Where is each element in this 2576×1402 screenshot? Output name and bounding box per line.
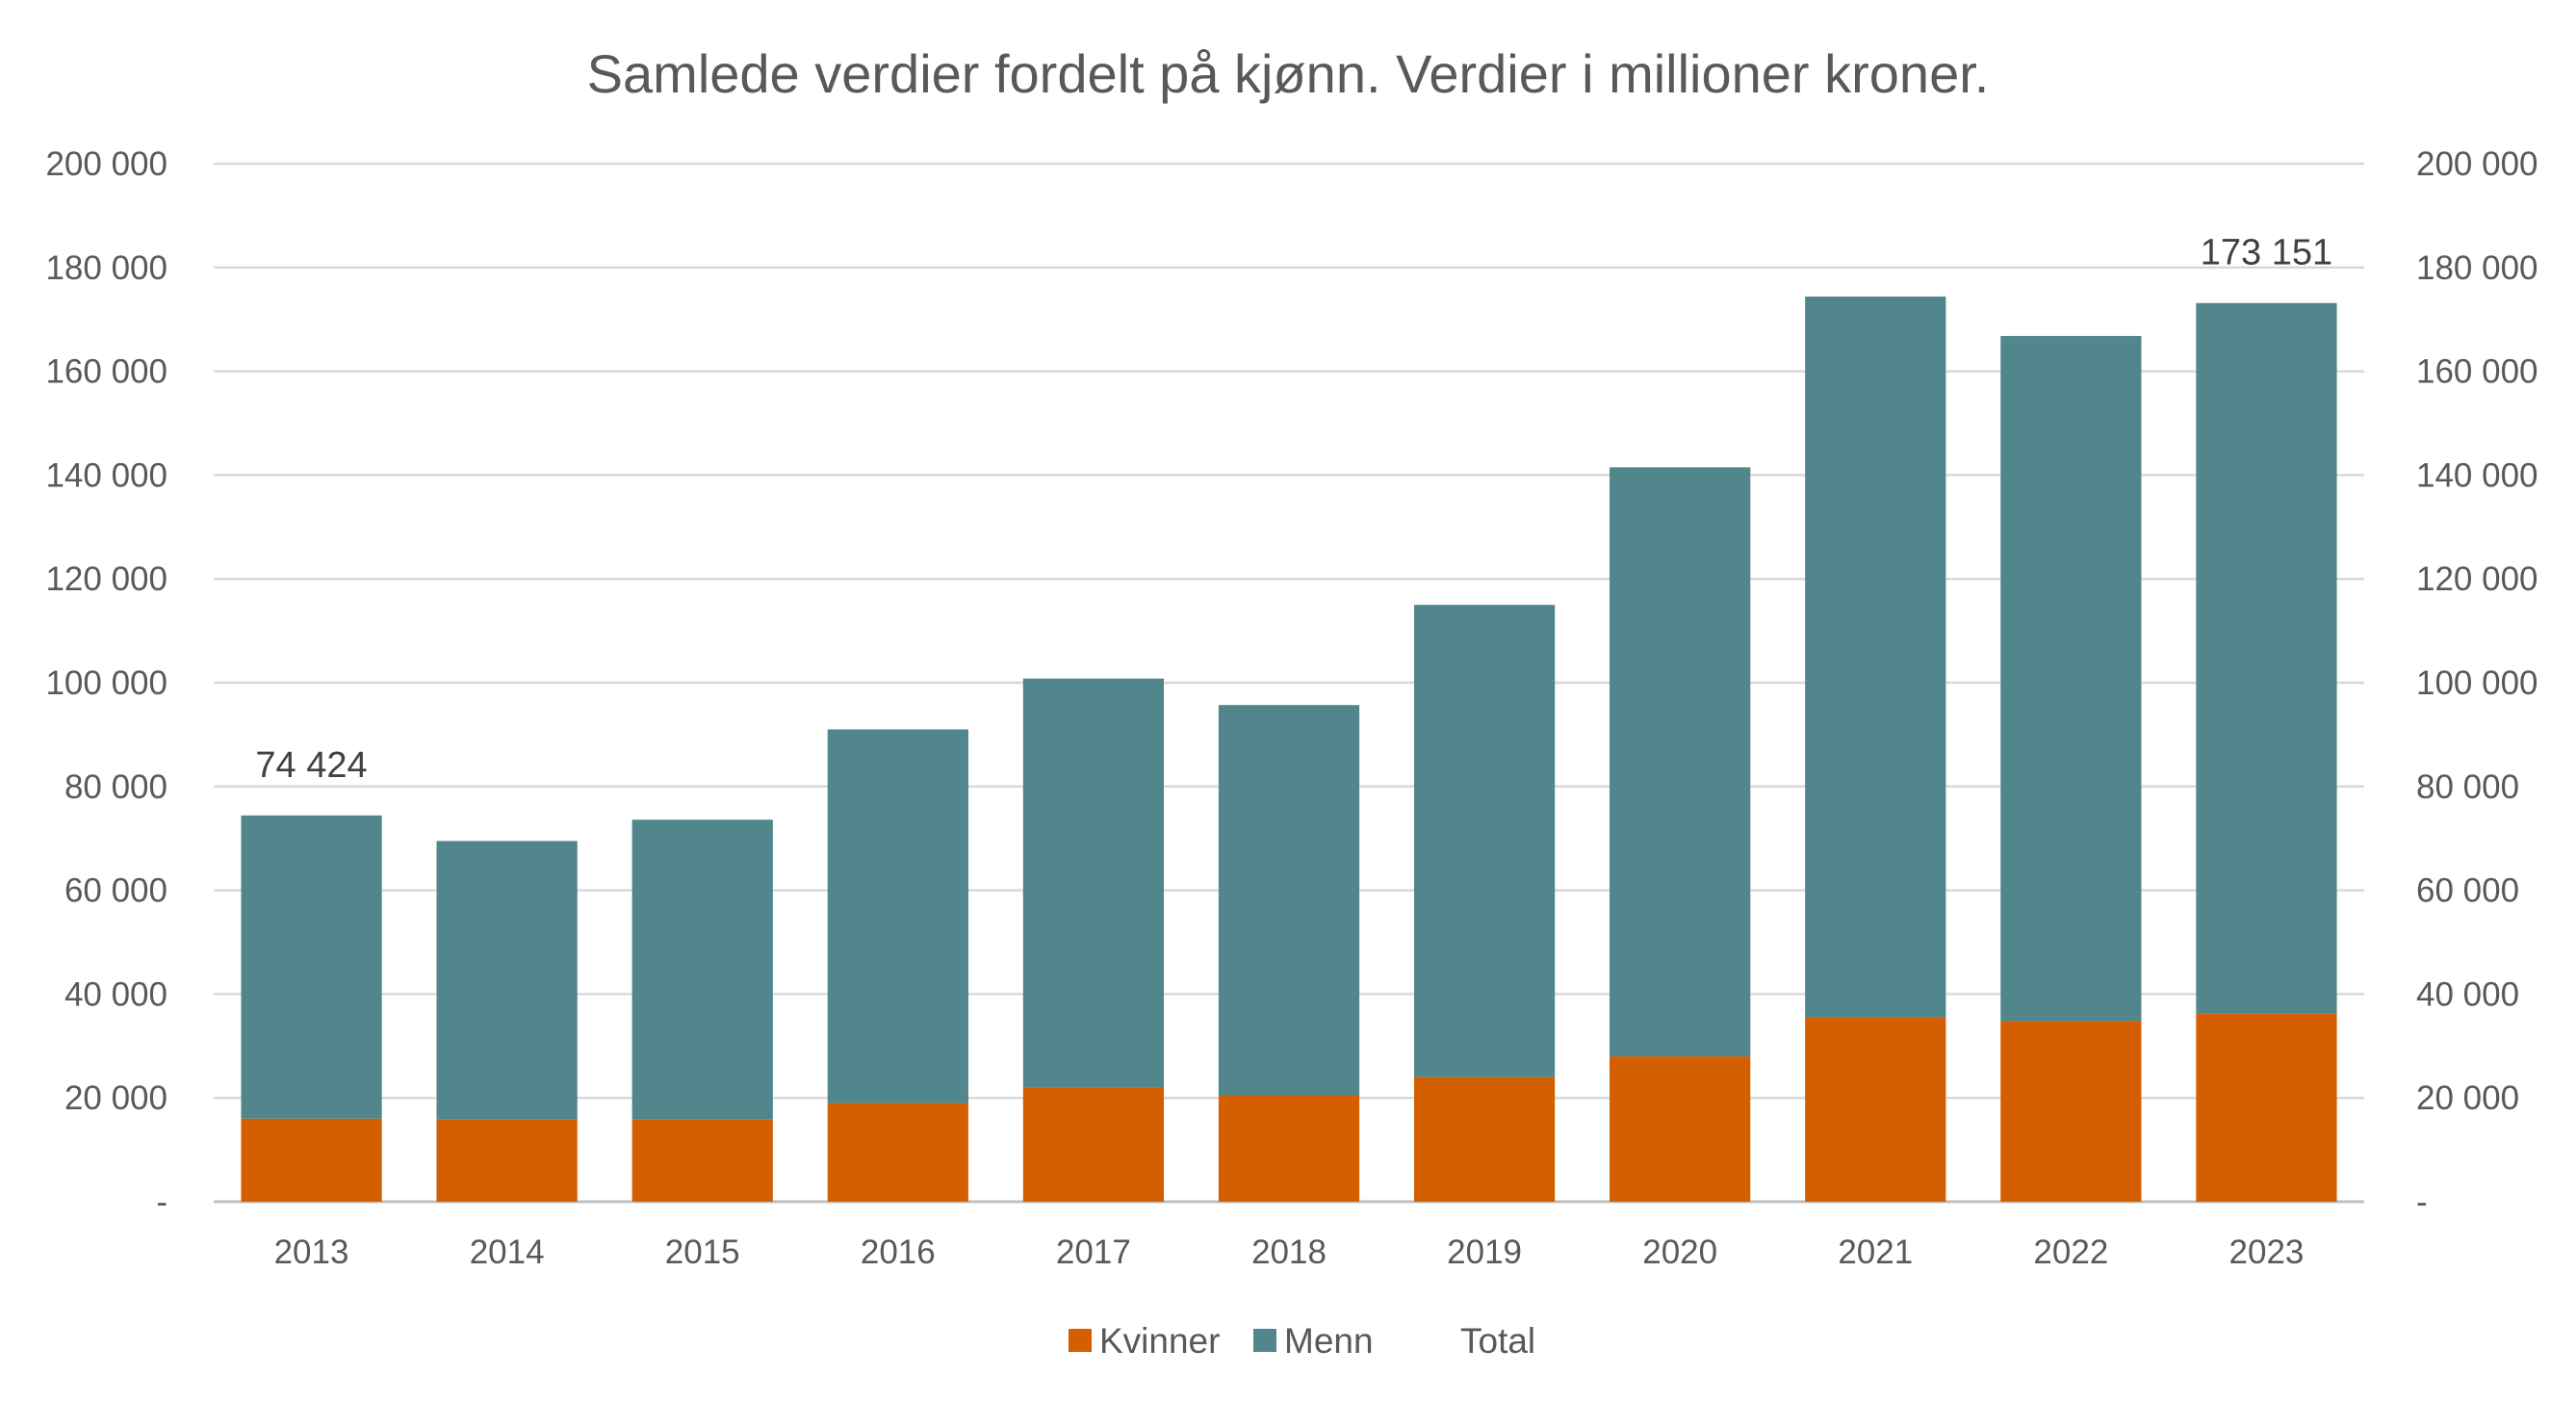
legend-swatch [1253,1329,1276,1352]
legend: Kvinner Menn Total [1069,1321,1535,1361]
bar-kvinner [1413,1077,1556,1202]
x-tick-label: 2019 [1447,1233,1522,1271]
bar-kvinner [1218,1095,1360,1202]
bar-menn [241,815,382,1119]
x-axis: 2013 2014 2015 2016 2017 2018 2019 2020 2021 2022… [274,1233,2305,1271]
bar-menn [1805,296,1946,1018]
bar-menn [1413,605,1556,1077]
y-tick-label-left: 100 000 [45,664,167,702]
bar-kvinner [1805,1017,1946,1202]
x-tick-label: 2022 [2033,1233,2108,1271]
x-tick-label: 2021 [1838,1233,1913,1271]
legend-label: Total [1460,1321,1535,1361]
x-tick-label: 2014 [470,1233,545,1271]
x-tick-label: 2018 [1251,1233,1327,1271]
x-tick-label: 2023 [2229,1233,2305,1271]
y-tick-label-left: 80 000 [64,768,167,806]
y-tick-label-right: 40 000 [2416,975,2519,1013]
y-tick-label-right: 200 000 [2416,145,2538,183]
bar-kvinner [2196,1013,2337,1202]
y-tick-label-right: 80 000 [2416,768,2519,806]
bar-kvinner [827,1103,968,1202]
y-tick-label-left: 40 000 [64,975,167,1013]
y-tick-label-left: 180 000 [45,249,167,287]
chart-title: Samlede verdier fordelt på kjønn. Verdie… [587,43,1990,104]
bar-kvinner [631,1119,773,1202]
bar-kvinner [436,1119,578,1202]
y-tick-label-left: 60 000 [64,872,167,910]
bar-menn [1022,678,1165,1088]
y-axis-right: - 20 000 40 000 60 000 80 000 100 000 120 000 1… [2416,145,2538,1221]
y-tick-label-left: 200 000 [45,145,167,183]
y-tick-label-right: 180 000 [2416,249,2538,287]
legend-label: Menn [1284,1321,1374,1361]
bar-menn [1218,705,1360,1096]
bar-menn [1610,467,1751,1057]
y-axis-left: - 20 000 40 000 60 000 80 000 100 000 120 000 1… [45,145,167,1221]
y-tick-label-left: 160 000 [45,353,167,391]
bar-menn [2000,335,2142,1022]
bar-kvinner [1022,1087,1165,1202]
y-tick-label-right: - [2416,1183,2428,1221]
y-tick-label-right: 100 000 [2416,664,2538,702]
bars [241,296,2337,1202]
bar-kvinner [2000,1021,2142,1202]
x-tick-label: 2015 [665,1233,740,1271]
x-tick-label: 2013 [274,1233,349,1271]
y-tick-label-left: - [156,1183,167,1221]
y-tick-label-left: 120 000 [45,560,167,598]
y-tick-label-right: 20 000 [2416,1079,2519,1117]
y-tick-label-left: 140 000 [45,456,167,494]
y-tick-label-right: 160 000 [2416,353,2538,391]
data-label-total: 173 151 [2201,233,2332,273]
bar-menn [631,819,773,1120]
bar-menn [436,841,578,1120]
data-label-total: 74 424 [255,745,367,786]
bar-kvinner [1610,1056,1751,1202]
y-tick-label-right: 60 000 [2416,872,2519,910]
data-labels: 74 424 173 151 [255,233,2332,786]
bar-kvinner [241,1118,382,1202]
y-tick-label-right: 120 000 [2416,560,2538,598]
bar-menn [2196,302,2337,1014]
legend-swatch [1069,1329,1092,1352]
x-tick-label: 2016 [861,1233,936,1271]
y-tick-label-left: 20 000 [64,1079,167,1117]
x-tick-label: 2020 [1642,1233,1717,1271]
y-tick-label-right: 140 000 [2416,456,2538,494]
legend-label: Kvinner [1099,1321,1220,1361]
bar-menn [827,729,968,1103]
x-tick-label: 2017 [1056,1233,1131,1271]
